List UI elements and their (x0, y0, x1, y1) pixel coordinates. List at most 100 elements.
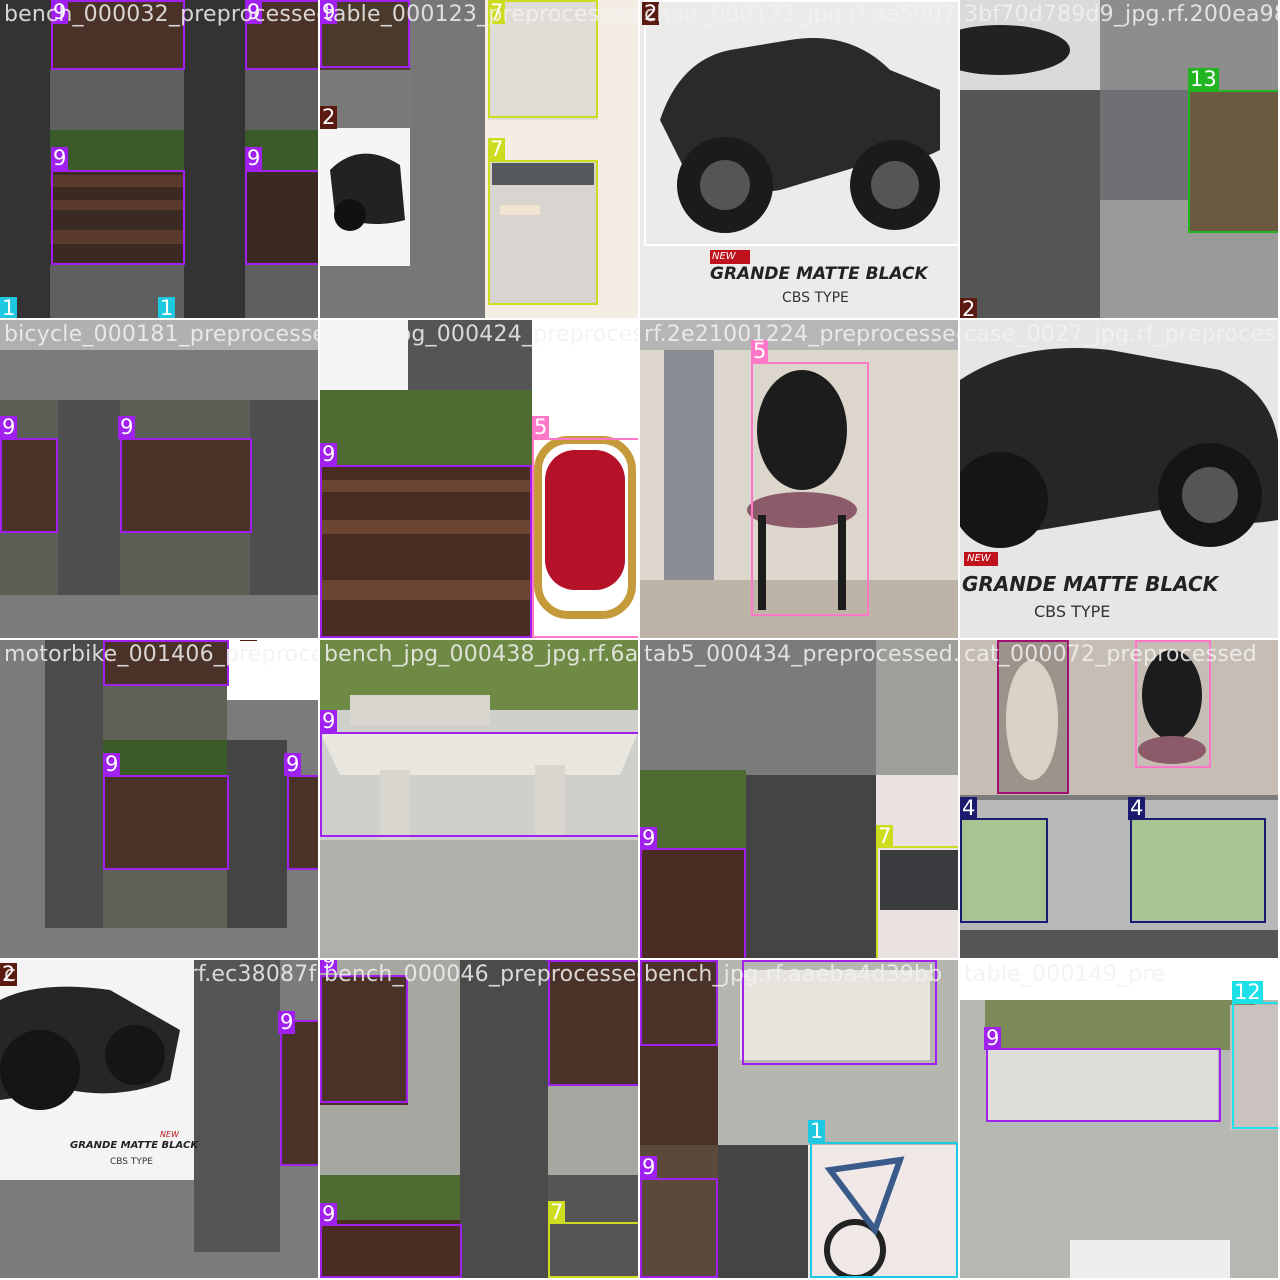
tile-filename: motorbike_001406_preprocessed (4, 642, 318, 667)
bench-class-tag: 9 (103, 752, 121, 776)
tile-bench-2: 9 9 9 2 motorbike_001406_preprocessed (0, 640, 318, 958)
tile-filename: case_0027_jpg.rf_preprocessed (964, 322, 1278, 347)
bench-photo (0, 0, 318, 318)
bench-class-tag: 9 (546, 960, 564, 961)
bench-class-tag: 9 (640, 826, 658, 850)
bicycle-class-tag: 1 (808, 1119, 826, 1143)
tile-filename: chair_000172_jpg.rf.aa5907 (644, 2, 957, 27)
tile-filename: bench_000032_preprocessed_jpg.rf (4, 2, 318, 27)
product-model-text: GRANDE MATTE BLACK (70, 1140, 199, 1151)
tile-chair-1: 9 5 chair_jpg_000424_preprocessed (320, 320, 638, 638)
motorbike-class-tag: 2 (240, 640, 258, 641)
grid-separator (0, 318, 1280, 320)
table-class-tag: 7 (488, 137, 506, 161)
motorbike-photo (0, 960, 318, 1278)
product-brand-badge: NEW (160, 1130, 179, 1139)
bench-class-tag: 9 (51, 146, 69, 170)
motorbike-photo (960, 320, 1278, 638)
bench-class-tag: 9 (984, 1026, 1002, 1050)
table-photo (320, 0, 638, 318)
bench-class-tag: 9 (51, 0, 69, 24)
motorbike-class-tag: 2 (960, 298, 978, 318)
chair-class-tag: 5 (1135, 640, 1153, 641)
tile-filename: rf.2e21001224_preprocessed (644, 322, 958, 347)
grid-separator (958, 0, 960, 1280)
bench-class-tag: 9 (320, 709, 338, 733)
tile-motorbike-1: GRANDE MATTE BLACK CBS TYPE NEW case_002… (960, 320, 1278, 638)
tile-bench-4: 9 9 9 7 bench_000046_preprocessed (320, 960, 638, 1278)
tile-filename: tab5_000434_preprocessed.jpg (644, 642, 958, 667)
bench-class-tag: 9 (245, 146, 263, 170)
motorbike-photo (640, 0, 958, 318)
motorbike-class-tag: 2 (320, 105, 338, 129)
product-model-text: GRANDE MATTE BLACK (710, 264, 928, 284)
stone-bench-photo (320, 640, 638, 958)
tile-chair-2: 5 rf.2e21001224_preprocessed (640, 320, 958, 638)
tile-motorbike-0: 2 GRANDE MATTE BLACK CBS TYPE NEW chair_… (640, 0, 958, 318)
chair-photo (640, 320, 958, 638)
tile-bench-3: 9 bench_jpg_000438_jpg.rf.6aa75 (320, 640, 638, 958)
bus-class-tag: 4 (960, 796, 978, 820)
tile-filename: bench_jpg.rf.aaeba4d39bb (644, 962, 943, 987)
bicycle-class-tag: 1 (0, 296, 18, 318)
bench-class-tag: 9 (320, 0, 338, 24)
tile-filename: bicycle_000181_preprocessed (4, 322, 318, 347)
product-brand-badge: NEW (967, 553, 991, 564)
chair-class-tag: 5 (532, 415, 550, 439)
tree-class-tag: 13 (1188, 67, 1219, 91)
street-photo (960, 0, 1278, 318)
product-type-text: CBS TYPE (1034, 602, 1111, 621)
grid-separator (318, 0, 320, 1280)
tile-filename: car_002540_jpg.rf.ec38087f (4, 962, 317, 987)
tile-filename: table_000149_pre (964, 962, 1165, 987)
tile-bench-1: 9 9 bicycle_000181_preprocessed (0, 320, 318, 638)
person-class-tag: 12 (1232, 980, 1263, 1004)
bench-class-tag: 9 (320, 1202, 338, 1226)
chair-class-tag: 5 (751, 339, 769, 363)
grid-separator (638, 0, 640, 1280)
tile-filename: table_000123_preprocessed (324, 2, 638, 27)
product-brand-badge: NEW (712, 251, 736, 262)
tile-bench-6: 9 12 table_000149_pre (960, 960, 1278, 1278)
bench-class-tag: 9 (284, 752, 302, 776)
product-type-text: CBS TYPE (782, 290, 849, 306)
bench-chair-photo (320, 320, 638, 638)
bench-photo (0, 640, 318, 958)
bench-class-tag: 9 (742, 960, 760, 961)
tile-tree-0: 13 2 3bf70d789d9_jpg.rf.200ea982 (960, 0, 1278, 318)
cat-class-tag: 11 (997, 640, 1028, 641)
tile-cat-bus: 11 5 4 4 cat_000072_preprocessed (960, 640, 1278, 958)
tile-bench-0: 9 9 9 9 1 1 bench_000032_preprocessed_jp… (0, 0, 318, 318)
bench-class-tag: 9 (278, 1010, 296, 1034)
bicycle-class-tag: 1 (158, 296, 176, 318)
bench-class-tag: 9 (320, 442, 338, 466)
tile-filename: bench_000046_preprocessed (324, 962, 638, 987)
tile-table-1: 9 7 tab5_000434_preprocessed.jpg (640, 640, 958, 958)
cat-chair-bus-photo (960, 640, 1278, 958)
product-type-text: CBS TYPE (110, 1157, 153, 1167)
grid-separator (0, 638, 1280, 640)
bench-class-tag: 9 (245, 0, 263, 24)
bench-class-tag: 9 (118, 415, 136, 439)
motorbike-class-tag: 2 (642, 1, 660, 25)
tile-motorbike-2: 9 2 GRANDE MATTE BLACK CBS TYPE NEW car_… (0, 960, 318, 1278)
bench-class-tag: 9 (0, 415, 18, 439)
tile-filename: 3bf70d789d9_jpg.rf.200ea982 (964, 2, 1278, 27)
tile-bench-5: 9 9 9 1 bench_jpg.rf.aaeba4d39bb (640, 960, 958, 1278)
bench-class-tag: 9 (640, 1155, 658, 1179)
grid-separator (0, 958, 1280, 960)
table-class-tag: 7 (488, 0, 506, 24)
bench-photo (320, 960, 638, 1278)
table-class-tag: 7 (876, 824, 894, 848)
bench-photo (0, 320, 318, 638)
bench-class-tag: 9 (640, 960, 658, 961)
tile-filename: chair_jpg_000424_preprocessed (324, 322, 638, 347)
bench-class-tag: 9 (320, 960, 338, 973)
bench-class-tag: 9 (103, 640, 121, 641)
tile-filename: cat_000072_preprocessed (964, 642, 1257, 667)
product-model-text: GRANDE MATTE BLACK (962, 572, 1219, 596)
tile-table-0: 9 2 7 7 table_000123_preprocessed (320, 0, 638, 318)
motorbike-class-tag: 2 (0, 962, 18, 986)
bench-table-photo (640, 640, 958, 958)
